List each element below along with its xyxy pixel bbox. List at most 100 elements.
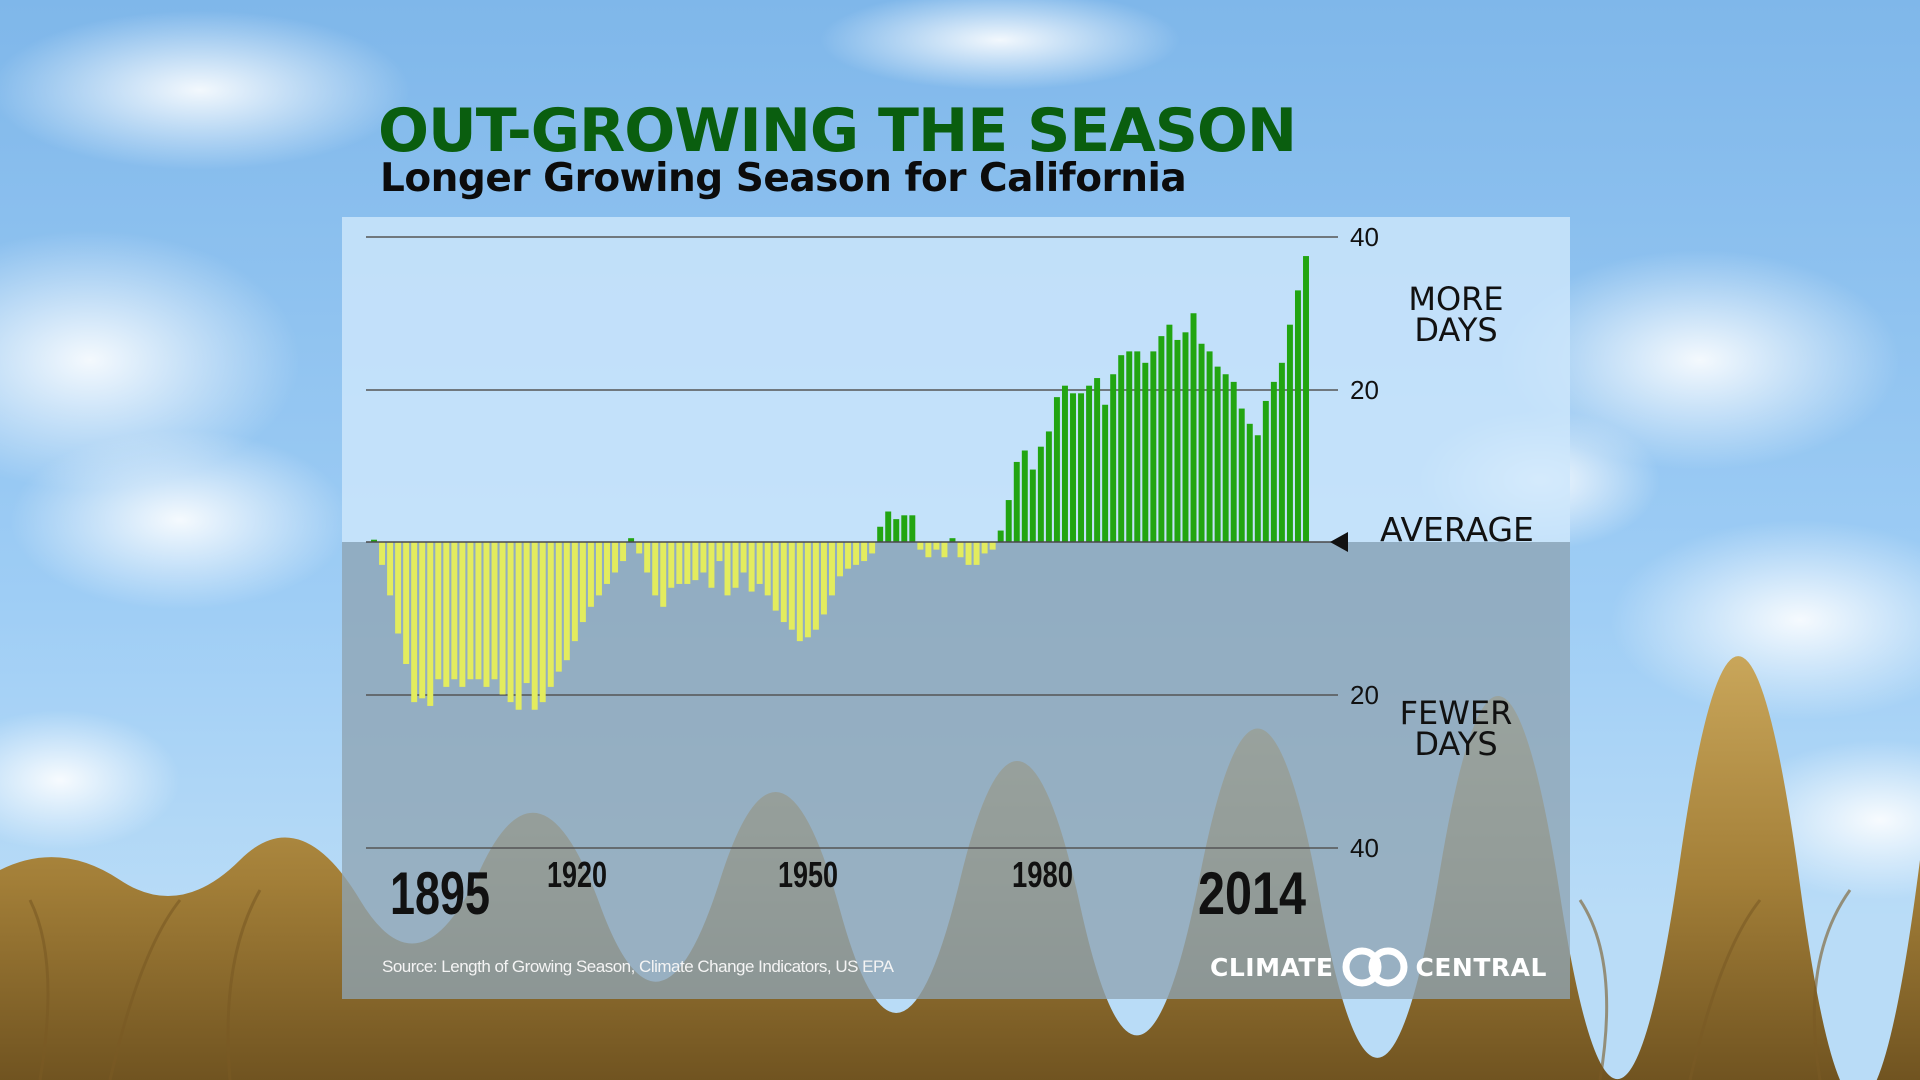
bar-2009 [1286,324,1293,542]
average-label: AVERAGE [1380,510,1534,549]
bar-1983 [1078,393,1085,542]
bar-1898 [395,542,402,634]
y-tick-label: 40 [1350,222,1379,252]
bar-1927 [628,538,635,542]
bar-1903 [435,542,442,680]
bar-1998 [1198,343,1205,542]
bar-1950 [812,542,819,630]
bar-1904 [443,542,450,687]
bar-1926 [620,542,627,562]
bar-1968 [957,542,964,558]
bar-1915 [531,542,538,710]
bar-1936 [700,542,707,573]
bar-1955 [853,542,860,565]
bar-1924 [604,542,610,584]
bar-1919 [563,542,570,661]
bar-1999 [1206,351,1213,543]
bar-1993 [1158,336,1165,543]
bar-1959 [885,511,892,542]
page-subtitle: Longer Growing Season for California [380,156,1187,201]
bar-1989 [1126,351,1133,543]
bar-1909 [483,542,490,687]
more-days-label: MORE DAYS [1408,280,1503,349]
bar-1938 [716,542,723,562]
bar-1951 [820,542,827,615]
bar-2000 [1214,366,1221,543]
climate-central-logo[interactable]: CLIMATE CENTRAL [1210,943,1547,991]
bar-2005 [1254,435,1261,542]
fewer-days-label: FEWER DAYS [1400,694,1513,763]
bar-1905 [451,542,458,680]
more-label-line: MORE [1408,280,1503,318]
bar-1996 [1182,332,1189,542]
bar-1976 [1021,450,1028,542]
bar-1980 [1053,397,1060,543]
bar-1933 [676,542,683,584]
bar-2001 [1222,374,1229,542]
bar-1954 [845,542,852,569]
bar-1960 [893,519,900,543]
bar-1970 [973,542,980,565]
bar-1942 [748,542,755,592]
bar-1969 [965,542,972,565]
bar-1922 [587,542,594,607]
linked-rings-icon [1342,947,1407,987]
bar-1946 [780,542,787,623]
bar-1944 [764,542,771,596]
average-pointer-icon [1330,532,1348,552]
y-tick-label: 20 [1350,680,1379,710]
bar-1932 [668,542,675,588]
bar-1930 [652,542,659,596]
bar-1906 [459,542,466,687]
bar-1971 [981,542,988,554]
bar-1939 [724,542,731,596]
bar-2006 [1262,400,1269,542]
bar-1966 [941,542,948,558]
x-tick-label: 1920 [547,854,607,895]
bar-1987 [1110,374,1117,542]
bar-1897 [387,542,394,596]
bar-1990 [1134,351,1141,543]
bar-1931 [660,542,667,607]
bar-1935 [692,542,699,581]
bar-1916 [539,542,546,703]
bar-1979 [1045,431,1052,542]
bar-1948 [796,542,803,642]
bar-1957 [869,542,876,554]
growing-season-bar-chart: 40 20 20 40 MORE DAYS AVERAGE FEWER DAYS 1… [342,217,1570,999]
bar-1994 [1166,324,1173,542]
bar-1991 [1142,362,1149,542]
bar-2002 [1230,381,1237,543]
bar-1956 [861,542,868,562]
bar-1981 [1061,385,1068,542]
lower-panel [342,542,1570,999]
fewer-label-line: FEWER [1400,694,1513,732]
bar-1988 [1118,355,1125,542]
bar-1997 [1190,313,1197,542]
bar-1902 [427,542,434,706]
bar-1952 [828,542,835,596]
bar-1912 [507,542,514,703]
bar-2004 [1246,423,1253,542]
bar-1961 [901,515,908,542]
bar-1907 [467,542,474,680]
bar-2003 [1238,408,1245,542]
x-tick-label: 1950 [778,854,838,895]
bar-1899 [403,542,410,664]
bar-1973 [997,530,1004,542]
page-title: OUT-GROWING THE SEASON [378,96,1297,166]
bar-2011 [1303,256,1309,542]
bar-1901 [419,542,426,699]
bar-1928 [636,542,643,554]
bar-1941 [740,542,747,573]
bar-1974 [1005,500,1012,542]
bar-1984 [1086,385,1093,542]
bar-1949 [804,542,811,638]
bar-1977 [1029,469,1036,542]
bar-1929 [644,542,651,573]
bar-1995 [1174,339,1181,542]
bar-1986 [1102,404,1109,542]
bar-2010 [1294,290,1301,543]
bar-1962 [909,515,916,542]
bar-1900 [411,542,418,703]
